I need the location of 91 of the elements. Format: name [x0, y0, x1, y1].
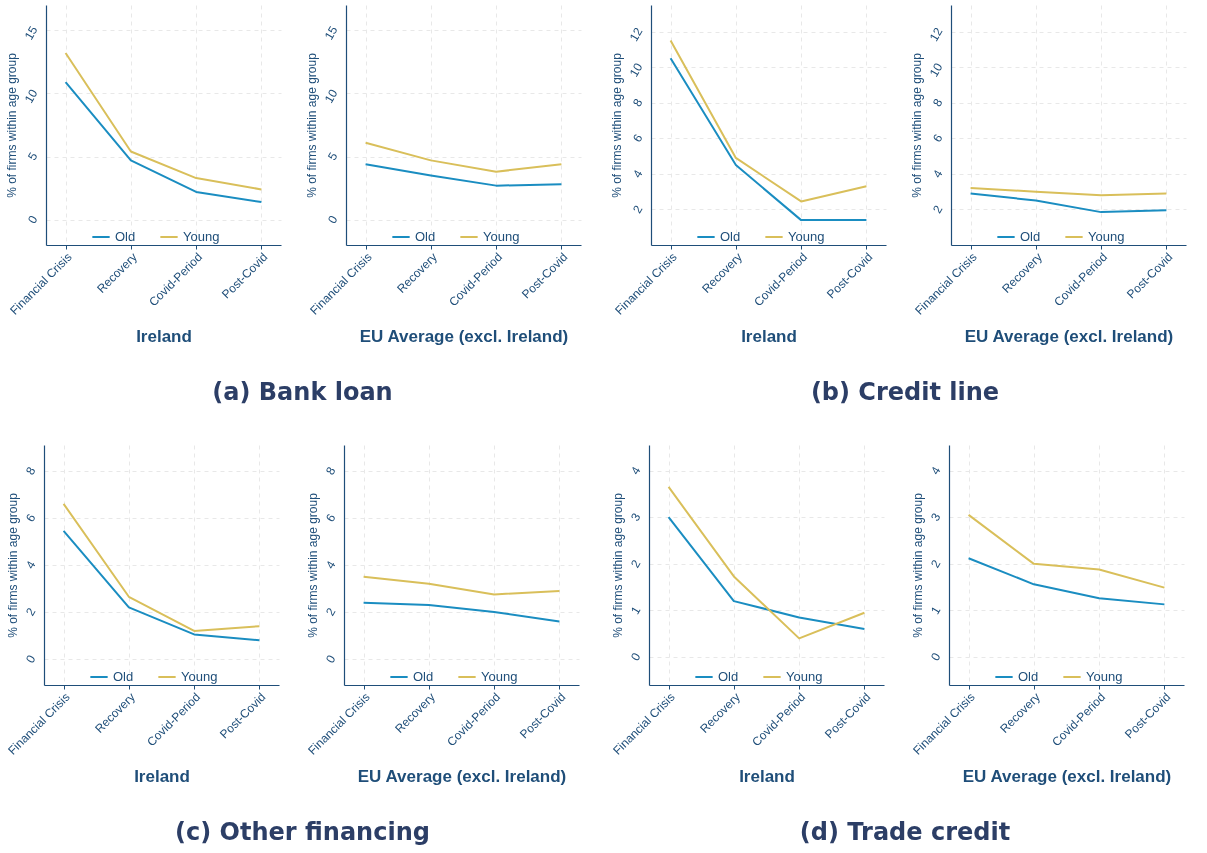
- legend-label: Young: [1086, 669, 1123, 684]
- y-tick-label: 6: [630, 131, 646, 145]
- y-tick-label: 10: [21, 86, 41, 106]
- legend-label: Old: [413, 669, 434, 684]
- y-tick-label: 15: [21, 23, 41, 43]
- y-axis-title: % of firms within age group: [610, 492, 625, 638]
- y-tick-label: 4: [928, 463, 944, 477]
- y-tick-label: 0: [628, 650, 644, 664]
- x-axis-title: EU Average (excl. Ireland): [962, 766, 1172, 786]
- legend-label: Young: [786, 669, 823, 684]
- legend-label: Young: [1088, 229, 1125, 244]
- y-axis-title: % of firms within age group: [4, 52, 19, 198]
- y-tick-label: 12: [626, 24, 646, 44]
- line-series: [64, 81, 263, 204]
- line-series: [969, 187, 1168, 197]
- x-axis-title: Ireland: [741, 326, 797, 346]
- x-axis-title: EU Average (excl. Ireland): [964, 326, 1174, 346]
- line-series: [667, 516, 866, 631]
- y-tick-label: 0: [323, 652, 339, 666]
- y-tick-label: 5: [325, 149, 341, 163]
- y-tick-label: 6: [930, 131, 946, 145]
- y-tick-label: 10: [321, 86, 341, 106]
- y-tick-label: 4: [23, 558, 39, 572]
- line-series: [969, 192, 1168, 214]
- y-tick-label: 6: [323, 511, 339, 525]
- legend-label: Old: [113, 669, 134, 684]
- y-tick-label: 8: [930, 96, 946, 110]
- line-series: [362, 601, 561, 623]
- y-tick-label: 2: [323, 605, 339, 619]
- y-tick-label: 4: [628, 463, 644, 477]
- y-tick-label: 4: [630, 167, 646, 181]
- x-axis-title: Ireland: [134, 766, 190, 786]
- line-series: [967, 557, 1166, 606]
- line-series: [967, 513, 1166, 589]
- legend-label: Young: [183, 229, 220, 244]
- y-tick-label: 1: [928, 603, 944, 617]
- line-series: [62, 529, 261, 642]
- y-tick-label: 8: [323, 464, 339, 478]
- text: (b) Credit line: [809, 378, 1001, 406]
- line-series: [62, 502, 261, 632]
- y-tick-label: 0: [23, 652, 39, 666]
- y-axis-title: % of firms within age group: [305, 492, 320, 638]
- line-series: [667, 485, 866, 640]
- text: (c) Other financing: [174, 818, 431, 846]
- y-axis-title: % of firms within age group: [909, 52, 924, 198]
- y-tick-label: 10: [626, 60, 646, 80]
- y-tick-label: 3: [628, 510, 644, 524]
- y-tick-label: 4: [930, 167, 946, 181]
- line-series: [364, 141, 563, 173]
- line-series: [362, 575, 561, 596]
- y-tick-label: 12: [926, 24, 946, 44]
- y-tick-label: 0: [25, 212, 41, 227]
- x-axis-title: Ireland: [136, 326, 192, 346]
- legend-label: Old: [720, 229, 741, 244]
- text: (a) Bank loan: [211, 378, 394, 406]
- y-tick-label: 2: [928, 557, 944, 571]
- x-axis-title: EU Average (excl. Ireland): [357, 766, 567, 786]
- y-tick-label: 3: [928, 510, 944, 524]
- y-tick-label: 4: [323, 558, 339, 572]
- legend-label: Young: [788, 229, 825, 244]
- legend-label: Old: [1020, 229, 1041, 244]
- legend-label: Young: [481, 669, 518, 684]
- y-tick-label: 0: [928, 650, 944, 664]
- y-tick-label: 1: [628, 603, 644, 617]
- y-axis-title: % of firms within age group: [910, 492, 925, 638]
- y-axis-title: % of firms within age group: [5, 492, 20, 638]
- legend-label: Old: [415, 229, 436, 244]
- y-tick-label: 2: [23, 605, 39, 619]
- text: (d) Trade credit: [798, 818, 1012, 846]
- y-tick-label: 15: [321, 23, 341, 43]
- y-tick-label: 10: [926, 60, 946, 80]
- y-axis-title: % of firms within age group: [609, 52, 624, 198]
- y-tick-label: 5: [25, 149, 41, 163]
- line-series: [364, 163, 563, 187]
- legend-label: Old: [1018, 669, 1039, 684]
- y-axis-title: % of firms within age group: [304, 52, 319, 198]
- x-axis-title: Ireland: [739, 766, 795, 786]
- y-tick-label: 0: [325, 212, 341, 227]
- legend-label: Old: [718, 669, 739, 684]
- legend-label: Young: [181, 669, 218, 684]
- line-series: [669, 39, 868, 203]
- y-tick-label: 2: [630, 202, 646, 216]
- y-tick-label: 2: [628, 557, 644, 571]
- y-tick-label: 8: [23, 464, 39, 478]
- line-series: [64, 52, 263, 191]
- y-tick-label: 6: [23, 511, 39, 525]
- x-axis-title: EU Average (excl. Ireland): [359, 326, 569, 346]
- y-tick-label: 2: [930, 202, 946, 216]
- legend-label: Old: [115, 229, 136, 244]
- legend-label: Young: [483, 229, 520, 244]
- y-tick-label: 8: [630, 96, 646, 110]
